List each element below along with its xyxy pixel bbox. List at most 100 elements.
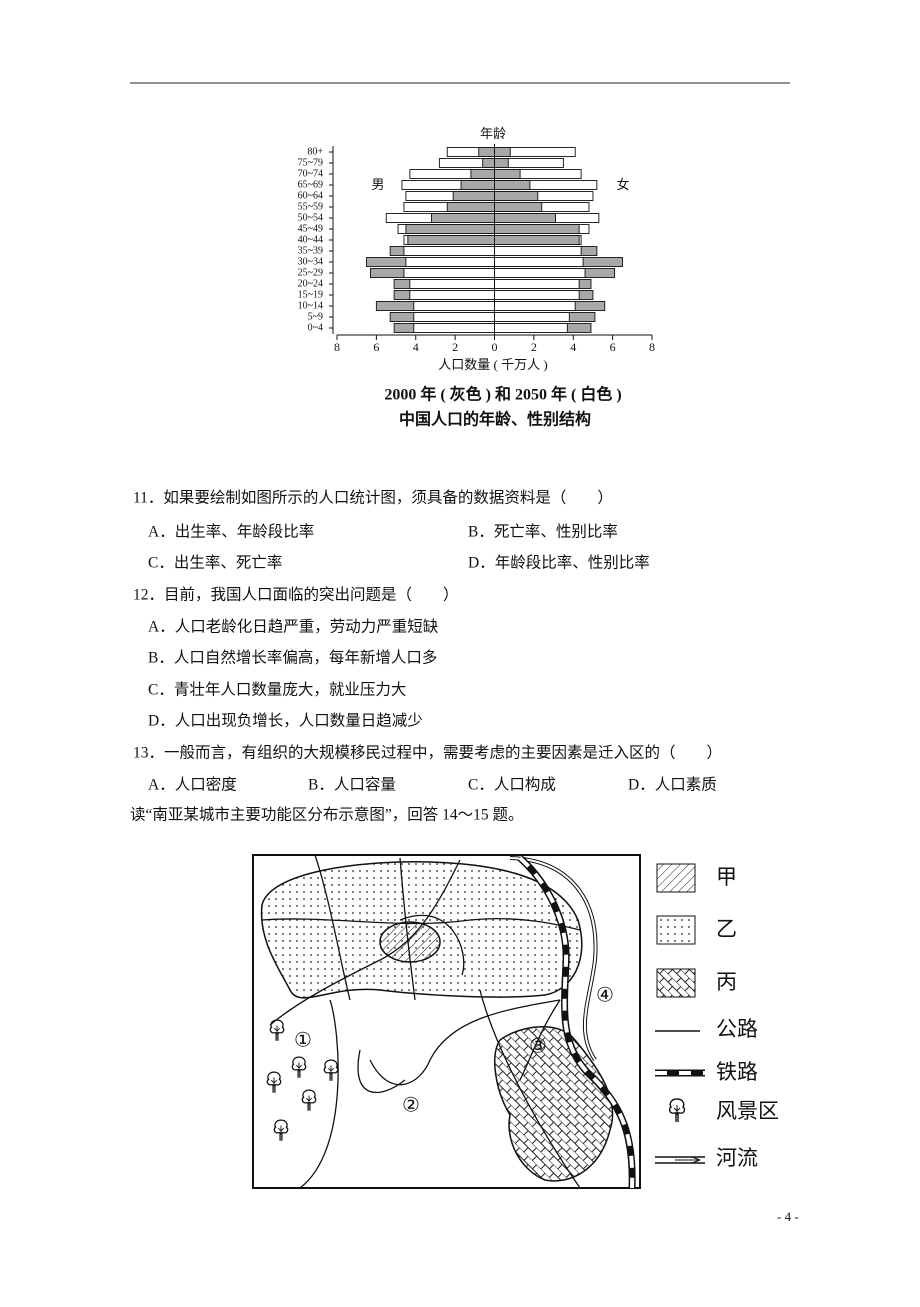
option: B．人口容量 [308, 776, 396, 794]
scenic-icon [301, 1089, 317, 1112]
legend-label: 甲 [716, 865, 737, 889]
y-tick-label: 10~14 [298, 300, 323, 311]
bar [494, 290, 580, 300]
bar [409, 279, 495, 289]
bar [403, 268, 495, 278]
bar [494, 246, 582, 256]
bar [413, 312, 495, 322]
bar [431, 213, 495, 223]
option: D．人口素质 [628, 776, 717, 794]
x-tick-label: 2 [531, 340, 537, 354]
legend-label: 丙 [716, 970, 737, 994]
question-stem: 13．一般而言，有组织的大规模移民过程中，需要考虑的主要因素是迁入区的（ ） [133, 744, 722, 762]
legend-swatch [656, 863, 696, 893]
y-tick-label: 25~29 [298, 267, 323, 278]
left-label: 男 [371, 177, 384, 192]
y-tick-label: 60~64 [298, 190, 323, 201]
legend-swatch [656, 968, 696, 998]
y-tick-label: 55~59 [298, 201, 323, 212]
y-tick-label: 80+ [307, 146, 323, 157]
roads [261, 854, 581, 1189]
bar [407, 235, 495, 245]
legend-label: 铁路 [716, 1060, 758, 1084]
population-pyramid: 年龄 男 女 人口数量 ( 千万人 ) 2000 年 ( 灰色 ) 和 2050… [298, 126, 655, 429]
page-number: - 4 - [777, 1209, 799, 1224]
bar [494, 257, 584, 267]
y-tick-label: 15~19 [298, 289, 323, 300]
option: D．年龄段比率、性别比率 [468, 554, 650, 572]
y-tick-label: 20~24 [298, 278, 323, 289]
bar [494, 301, 576, 311]
bar [494, 202, 543, 212]
y-tick-label: 50~54 [298, 212, 323, 223]
area-label: ② [402, 1095, 420, 1117]
bar [452, 191, 495, 201]
option: C．出生率、死亡率 [148, 554, 282, 572]
scenic-icon [291, 1056, 307, 1079]
legend-label: 乙 [716, 917, 737, 941]
map-frame [252, 854, 641, 1189]
legend-swatch [656, 915, 696, 945]
bar [494, 268, 586, 278]
bar [494, 323, 568, 333]
y-axis-label: 年龄 [480, 126, 506, 141]
x-tick-label: 8 [649, 340, 655, 354]
y-tick-label: 5~9 [308, 311, 323, 322]
map-legend [655, 863, 705, 1164]
area-label: ① [294, 1030, 312, 1052]
right-label: 女 [616, 177, 629, 192]
river-inner [509, 857, 597, 1061]
questions: 11．如果要绘制如图所示的人口统计图，须具备的数据资料是（ ） A．出生率、年龄… [130, 489, 722, 824]
bar [494, 224, 580, 234]
option: D．人口出现负增长，人口数量日趋减少 [148, 712, 423, 730]
scenic-icon [323, 1059, 339, 1082]
y-tick-label: 0~4 [308, 322, 323, 333]
bar [405, 224, 495, 234]
y-tick-label: 40~44 [298, 234, 323, 245]
y-tick-label: 70~74 [298, 168, 323, 179]
y-tick-label: 30~34 [298, 256, 323, 267]
option: C．青壮年人口数量庞大，就业压力大 [148, 681, 406, 699]
x-tick-label: 0 [492, 340, 498, 354]
bar [470, 169, 495, 179]
bar [494, 213, 556, 223]
bar [494, 235, 580, 245]
bar [446, 202, 495, 212]
option: B．死亡率、性别比率 [468, 523, 618, 541]
x-tick-label: 2 [452, 340, 458, 354]
option: A．人口老龄化日趋严重，劳动力严重短缺 [148, 618, 439, 636]
chart-title: 2000 年 ( 灰色 ) 和 2050 年 ( 白色 ) [384, 385, 621, 404]
bar [494, 191, 539, 201]
option: C．人口构成 [468, 776, 556, 794]
bar [409, 290, 495, 300]
bar [494, 147, 511, 157]
x-tick-label: 8 [334, 340, 340, 354]
option: B．人口自然增长率偏高，每年新增人口多 [148, 649, 437, 667]
legend-label: 河流 [716, 1146, 758, 1170]
bar [494, 279, 580, 289]
bar [478, 147, 495, 157]
scenic-icon [266, 1071, 282, 1094]
bar [413, 323, 495, 333]
bar [403, 246, 495, 256]
chart-subtitle: 中国人口的年龄、性别结构 [399, 410, 591, 429]
x-axis-label: 人口数量 ( 千万人 ) [438, 357, 547, 372]
railway-inner [518, 856, 635, 1189]
scenic-icon [273, 1119, 289, 1142]
x-tick-label: 6 [610, 340, 616, 354]
legend-label: 风景区 [716, 1099, 779, 1123]
bar [405, 257, 495, 267]
instruction: 读“南亚某城市主要功能区分布示意图”，回答 14～15 题。 [130, 805, 524, 824]
option: A．出生率、年龄段比率 [148, 523, 314, 541]
y-tick-label: 65~69 [298, 179, 323, 190]
area-label: ④ [596, 985, 614, 1007]
option: A．人口密度 [148, 776, 237, 794]
bar [460, 180, 495, 190]
legend-label: 公路 [716, 1017, 758, 1041]
y-tick-label: 75~79 [298, 157, 323, 168]
y-tick-label: 35~39 [298, 245, 323, 256]
zone-bing [494, 1026, 614, 1182]
bar [494, 158, 509, 168]
x-tick-label: 4 [570, 340, 576, 354]
